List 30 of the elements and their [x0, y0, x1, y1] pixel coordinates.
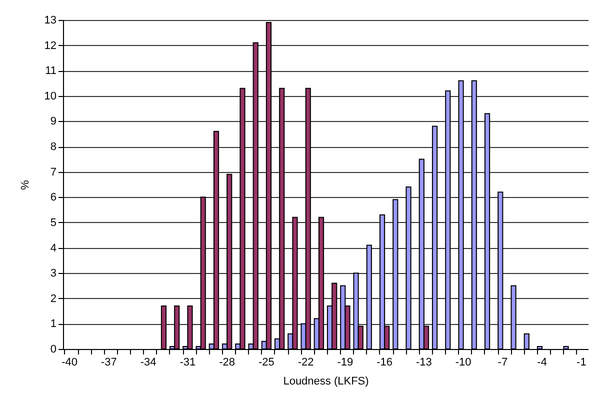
y-tick-label: 3	[50, 268, 56, 280]
x-tick-label: -19	[337, 356, 354, 368]
y-tick-label: 1	[50, 318, 56, 330]
y-tick-label: 12	[44, 40, 56, 52]
y-tick-label: 10	[44, 90, 56, 102]
x-tick-label: -7	[498, 356, 508, 368]
x-tick-label: -34	[140, 356, 156, 368]
x-tick-label: -10	[455, 356, 472, 368]
x-tick-label: -37	[100, 356, 117, 368]
y-tick-label: 6	[50, 192, 56, 204]
x-tick-label: -31	[180, 356, 196, 368]
y-tick-label: 4	[50, 242, 56, 254]
x-tick-label: -28	[219, 356, 236, 368]
x-tick-label: -13	[416, 356, 432, 368]
y-tick-label: 11	[45, 65, 56, 78]
y-tick-label: 9	[50, 116, 56, 128]
y-tick-label: 8	[50, 141, 56, 154]
y-tick-label: 13	[44, 14, 56, 26]
x-tick-label: -4	[537, 356, 547, 368]
x-tick-label: -22	[298, 356, 314, 368]
x-tick-label: -16	[376, 356, 393, 368]
y-tick-label: 2	[50, 292, 56, 305]
x-tick-label: -40	[62, 356, 78, 368]
y-axis-title: %	[19, 180, 32, 190]
x-tick-label: -1	[576, 356, 586, 368]
x-axis-title: Loudness (LKFS)	[283, 376, 369, 388]
x-tick-label: -25	[258, 356, 274, 368]
y-tick-label: 0	[50, 344, 56, 356]
y-tick-label: 5	[50, 216, 56, 229]
y-tick-label: 7	[50, 166, 56, 178]
